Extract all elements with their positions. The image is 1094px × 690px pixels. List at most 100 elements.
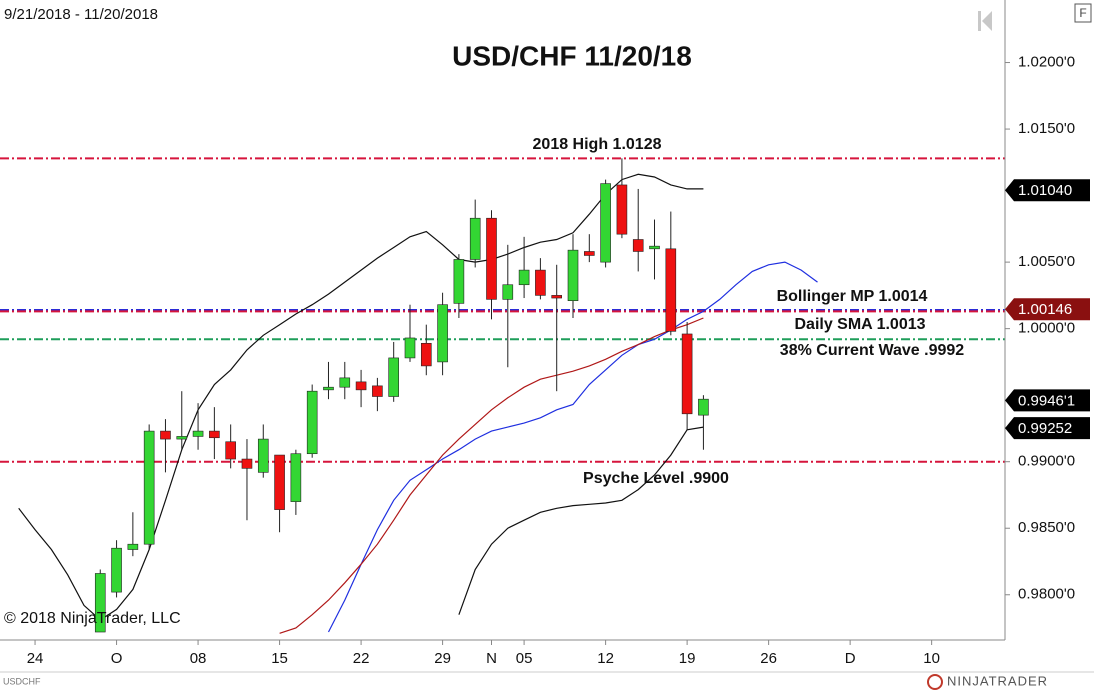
candle — [372, 377, 383, 412]
candle-body — [698, 398, 709, 416]
candle-body — [649, 245, 660, 250]
x-tick-label: 29 — [434, 650, 451, 667]
candle — [681, 321, 693, 430]
candle — [453, 254, 465, 319]
candle — [274, 454, 285, 533]
candle-body — [306, 390, 318, 455]
y-tick-label: 1.0150'0 — [1018, 120, 1075, 137]
candle-body — [437, 304, 448, 363]
candle — [551, 264, 563, 392]
candle-body — [502, 284, 514, 300]
candle-body — [632, 239, 644, 252]
candle — [535, 258, 546, 300]
candle — [209, 407, 220, 460]
candle — [469, 199, 481, 268]
date-range: 9/21/2018 - 11/20/2018 — [4, 6, 158, 23]
candle — [486, 210, 497, 320]
candle — [176, 391, 188, 450]
x-tick-label: 26 — [760, 650, 777, 667]
y-tick-label: 1.0050'0 — [1018, 253, 1075, 270]
candle — [584, 234, 595, 263]
candle-body — [160, 430, 171, 440]
price-badge-label: 0.9946'1 — [1018, 392, 1075, 409]
candle-body — [584, 251, 595, 256]
x-tick-label: 22 — [353, 650, 370, 667]
candle-body — [616, 184, 628, 235]
scroll-end-icon[interactable] — [978, 11, 992, 31]
level-label: Daily SMA 1.0013 — [794, 316, 925, 333]
candle — [404, 304, 416, 362]
candle-body — [518, 269, 530, 286]
candle-body — [420, 342, 432, 367]
candle-body — [339, 377, 351, 388]
candle-body — [209, 430, 220, 439]
candle-body — [551, 295, 563, 299]
candle — [241, 439, 253, 521]
candle-body — [404, 337, 416, 359]
candle-body — [127, 543, 139, 550]
candle — [339, 361, 351, 400]
y-tick-label: 0.9800'0 — [1018, 586, 1075, 603]
candle-body — [388, 357, 399, 397]
price-badge-label: 1.00146 — [1018, 301, 1072, 318]
f-button-label[interactable]: F — [1079, 6, 1086, 20]
icon-arrow — [982, 11, 992, 31]
candle — [698, 395, 709, 450]
y-tick-label: 0.9900'0 — [1018, 453, 1075, 470]
x-tick-label: 05 — [516, 650, 533, 667]
candle — [257, 424, 269, 478]
price-badge — [1005, 298, 1090, 321]
candle — [388, 341, 399, 402]
candle-body — [111, 547, 122, 593]
candle — [143, 424, 155, 550]
level-label: Bollinger MP 1.0014 — [777, 288, 928, 305]
candle — [567, 234, 579, 319]
x-tick-label: 12 — [597, 650, 614, 667]
candle — [323, 361, 334, 400]
indicator-line — [458, 426, 704, 615]
candle-body — [567, 249, 579, 302]
price-badge — [1005, 389, 1090, 412]
candle — [111, 540, 122, 598]
candle — [306, 384, 318, 458]
candle — [160, 419, 171, 473]
brand-name: NINJATRADER — [947, 673, 1048, 688]
candle — [616, 158, 628, 239]
copyright: © 2018 NinjaTrader, LLC — [4, 610, 181, 627]
price-badge — [1005, 179, 1090, 202]
brand-logo — [927, 674, 943, 690]
level-label: Psyche Level .9900 — [583, 470, 729, 487]
x-tick-label: 24 — [27, 650, 44, 667]
chart-title: USD/CHF 11/20/18 — [452, 40, 692, 71]
y-tick-label: 0.9850'0 — [1018, 519, 1075, 536]
candle — [665, 211, 677, 336]
candle-body — [372, 385, 383, 397]
candle-body — [453, 259, 465, 304]
candle-body — [241, 458, 253, 469]
candle-body — [290, 453, 302, 502]
candle — [127, 512, 139, 557]
candle — [649, 219, 660, 280]
candle-body — [535, 269, 546, 296]
f-button[interactable] — [1074, 3, 1092, 23]
x-tick-label: 15 — [271, 650, 288, 667]
candle-body — [600, 183, 611, 263]
plot-area — [0, 157, 1005, 634]
candle — [420, 324, 432, 376]
icon-bar — [978, 11, 981, 31]
price-badge-label: 0.99252 — [1018, 420, 1072, 437]
candle-body — [469, 217, 481, 260]
indicator-line — [279, 317, 704, 634]
candle-body — [665, 248, 677, 332]
y-tick-label: 1.0200'0 — [1018, 54, 1075, 71]
candle-body — [323, 386, 334, 391]
candle — [290, 449, 302, 515]
candle — [437, 292, 448, 376]
x-tick-label: 19 — [679, 650, 696, 667]
candle — [632, 188, 644, 272]
candle — [355, 369, 367, 408]
price-badge — [1005, 417, 1090, 440]
level-label: 38% Current Wave .9992 — [780, 342, 964, 359]
